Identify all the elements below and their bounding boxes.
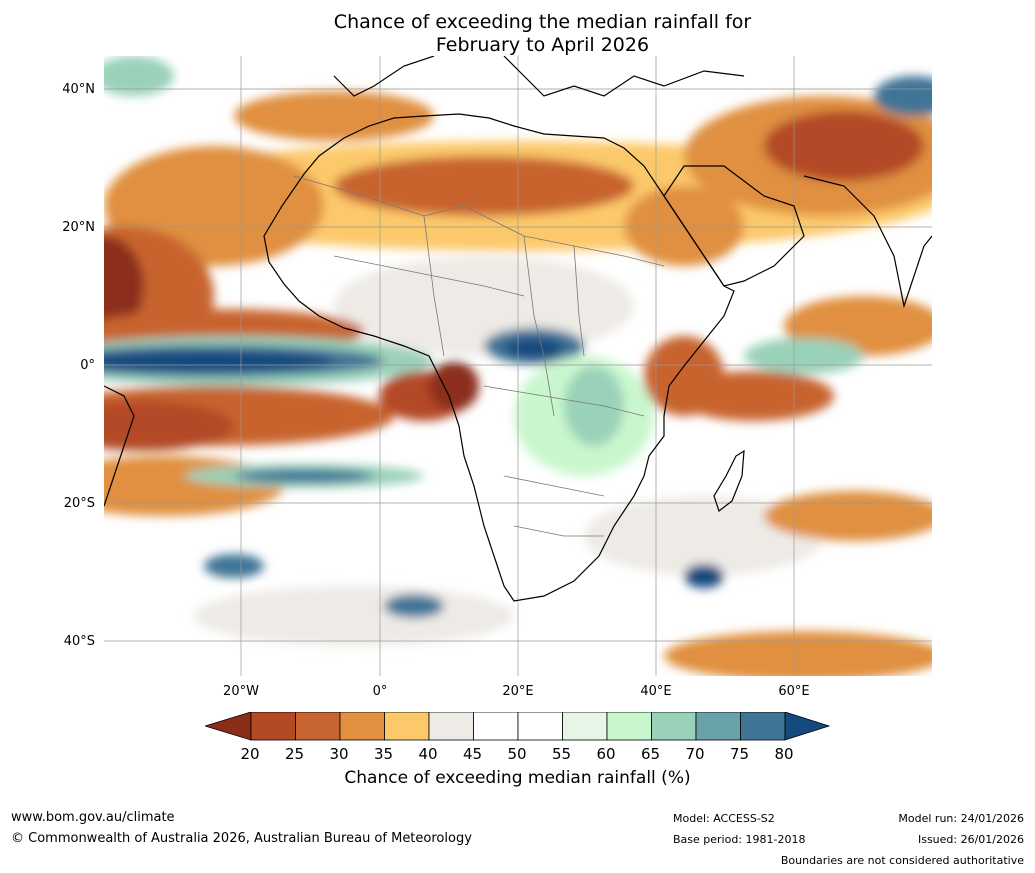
colorbar-segment: [428, 712, 474, 741]
colorbar-segment: [339, 712, 385, 741]
colorbar-tick: 65: [640, 745, 661, 763]
lat-label-20s: 20°S: [63, 496, 95, 511]
colorbar-segment: [250, 712, 296, 741]
footer-model-run: Model run: 24/01/2026: [898, 812, 1024, 825]
lat-label-40s: 40°S: [63, 634, 95, 649]
lon-label-20w: 20°W: [223, 684, 259, 699]
footer-website: www.bom.gov.au/climate: [11, 810, 175, 825]
colorbar-tick: 30: [329, 745, 349, 763]
colorbar-tick: 50: [507, 745, 527, 763]
colorbar-segment: [473, 712, 519, 741]
lon-label-0: 0°: [372, 684, 388, 699]
footer-issued: Issued: 26/01/2026: [917, 833, 1024, 846]
map-title-line1: Chance of exceeding the median rainfall …: [333, 11, 752, 33]
rainfall-field: [104, 56, 932, 676]
lon-label-60e: 60°E: [778, 684, 810, 699]
colorbar-tick: 70: [685, 745, 705, 763]
colorbar-tick: 75: [729, 745, 750, 763]
footer-model: Model: ACCESS-S2: [673, 812, 775, 825]
lat-label-40n: 40°N: [62, 82, 95, 97]
colorbar-segment: [295, 712, 341, 741]
colorbar-segment: [651, 712, 697, 741]
lon-label-40e: 40°E: [640, 684, 672, 699]
colorbar-segment-high: [784, 712, 831, 741]
colorbar-segment: [606, 712, 652, 741]
colorbar-tick: 60: [596, 745, 616, 763]
colorbar-segment: [517, 712, 563, 741]
colorbar-tick: 80: [774, 745, 794, 763]
lon-label-20e: 20°E: [502, 684, 534, 699]
colorbar-tick: 20: [240, 745, 260, 763]
rainfall-map: [104, 56, 932, 676]
country-borders: [293, 175, 665, 537]
colorbar-tick: 40: [418, 745, 438, 763]
graticule: [104, 56, 932, 676]
colorbar-tick: 25: [284, 745, 305, 763]
colorbar-tick: 35: [373, 745, 394, 763]
colorbar: [205, 712, 831, 741]
colorbar-tick: 45: [462, 745, 483, 763]
footer-base-period: Base period: 1981-2018: [673, 833, 806, 846]
map-title-line2: February to April 2026: [435, 34, 650, 56]
colorbar-tick: 55: [551, 745, 572, 763]
lat-label-20n: 20°N: [62, 220, 95, 235]
coastlines: [104, 56, 932, 602]
colorbar-segment: [695, 712, 741, 741]
colorbar-segment-low: [205, 712, 252, 741]
colorbar-segment: [562, 712, 608, 741]
colorbar-label: Chance of exceeding median rainfall (%): [344, 768, 691, 788]
colorbar-segment: [740, 712, 786, 741]
lat-label-equator: 0°: [80, 358, 95, 373]
footer-disclaimer: Boundaries are not considered authoritat…: [780, 854, 1024, 867]
colorbar-segment: [384, 712, 430, 741]
footer-copyright: © Commonwealth of Australia 2026, Austra…: [11, 831, 472, 846]
